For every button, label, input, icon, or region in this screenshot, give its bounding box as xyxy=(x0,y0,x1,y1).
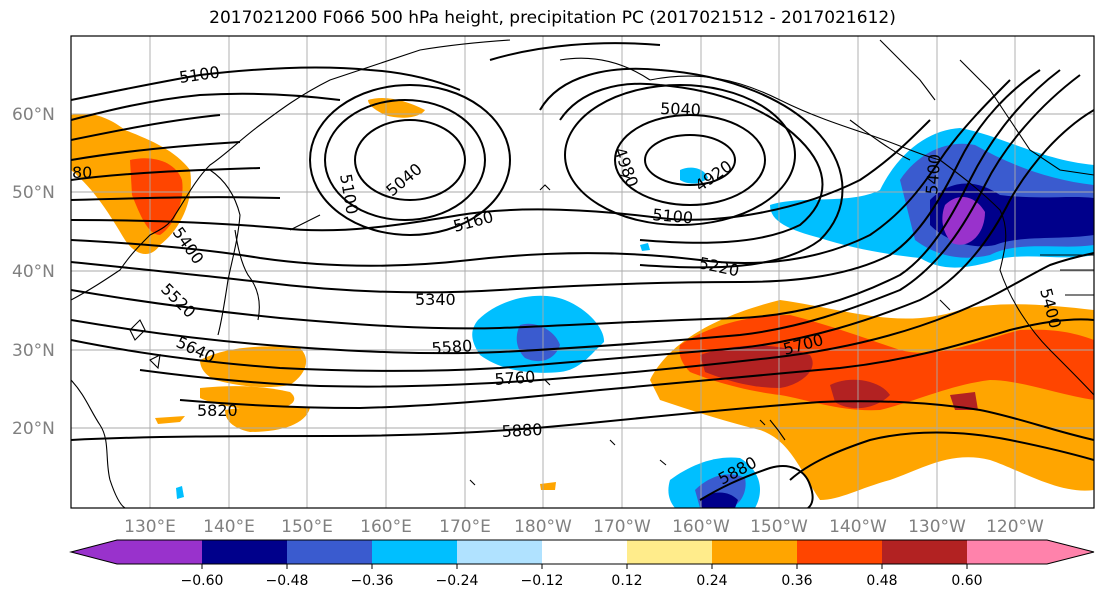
map-title: 2017021200 F066 500 hPa height, precipit… xyxy=(209,8,896,28)
lon-label: 160°E xyxy=(360,517,412,537)
colorbar-tick-label: 0.12 xyxy=(611,573,642,589)
lon-label: 140°E xyxy=(203,517,255,537)
contour-label: 80 xyxy=(72,163,92,182)
lon-label: 170°W xyxy=(593,517,651,537)
map-field: 5100 5100 5040 5040 4980 4920 5100 5160 … xyxy=(71,36,1094,508)
contour-label: 5040 xyxy=(660,99,701,119)
colorbar-segment xyxy=(627,540,712,564)
lat-label: 20°N xyxy=(12,419,55,439)
colorbar-tick-label: −0.60 xyxy=(181,573,224,589)
colorbar-tick-label: −0.36 xyxy=(351,573,394,589)
colorbar-segment xyxy=(1047,540,1094,564)
colorbar-tick-label: 0.36 xyxy=(781,573,812,589)
coastlines xyxy=(71,39,1094,508)
lon-label: 120°W xyxy=(986,517,1044,537)
contour-label: 5880 xyxy=(501,420,543,441)
colorbar-tick-label: 0.48 xyxy=(866,573,897,589)
lon-label: 150°W xyxy=(750,517,808,537)
colorbar-tick-label: 0.24 xyxy=(696,573,727,589)
colorbar-segment xyxy=(287,540,372,564)
latitude-labels: 60°N 50°N 40°N 30°N 20°N xyxy=(12,105,55,439)
map-frame xyxy=(70,35,1095,509)
colorbar-ticks xyxy=(201,564,968,569)
lon-label: 140°W xyxy=(829,517,887,537)
colorbar-segment xyxy=(202,540,287,564)
colorbar-segment xyxy=(797,540,882,564)
colorbar-segment xyxy=(967,540,1047,564)
contour-label: 5820 xyxy=(197,401,238,420)
height-contours xyxy=(71,42,1094,508)
contour-label: 5100 xyxy=(652,205,694,227)
lon-label: 170°E xyxy=(439,517,491,537)
colorbar-segment xyxy=(457,540,542,564)
colorbar: −0.60 −0.48 −0.36 −0.24 −0.12 0.12 0.24 … xyxy=(69,539,1095,589)
colorbar-segment xyxy=(117,540,202,564)
lat-label: 50°N xyxy=(12,183,55,203)
colorbar-segment xyxy=(71,540,117,564)
colorbar-tick-label: −0.12 xyxy=(521,573,564,589)
contour-label: 5340 xyxy=(415,290,456,309)
lon-label: 130°W xyxy=(908,517,966,537)
colorbar-segment xyxy=(372,540,457,564)
lon-label: 130°E xyxy=(124,517,176,537)
colorbar-tick-label: −0.48 xyxy=(266,573,309,589)
colorbar-tick-label: −0.24 xyxy=(436,573,479,589)
lon-label: 160°W xyxy=(672,517,730,537)
colorbar-segment xyxy=(712,540,797,564)
contour-label: 5580 xyxy=(431,336,473,358)
lon-label: 150°E xyxy=(281,517,333,537)
contour-label: 5400 xyxy=(922,153,944,195)
colorbar-outline xyxy=(69,539,1095,565)
lat-label: 60°N xyxy=(12,105,55,125)
lat-label: 40°N xyxy=(12,262,55,282)
colorbar-tick-labels: −0.60 −0.48 −0.36 −0.24 −0.12 0.12 0.24 … xyxy=(181,573,983,589)
colorbar-segment xyxy=(882,540,967,564)
colorbar-tick-label: 0.60 xyxy=(951,573,982,589)
longitude-labels: 130°E 140°E 150°E 160°E 170°E 180°W 170°… xyxy=(124,517,1044,537)
contour-label: 5760 xyxy=(494,367,536,389)
lon-label: 180°W xyxy=(514,517,572,537)
lat-label: 30°N xyxy=(12,341,55,361)
colorbar-segment xyxy=(542,540,627,564)
